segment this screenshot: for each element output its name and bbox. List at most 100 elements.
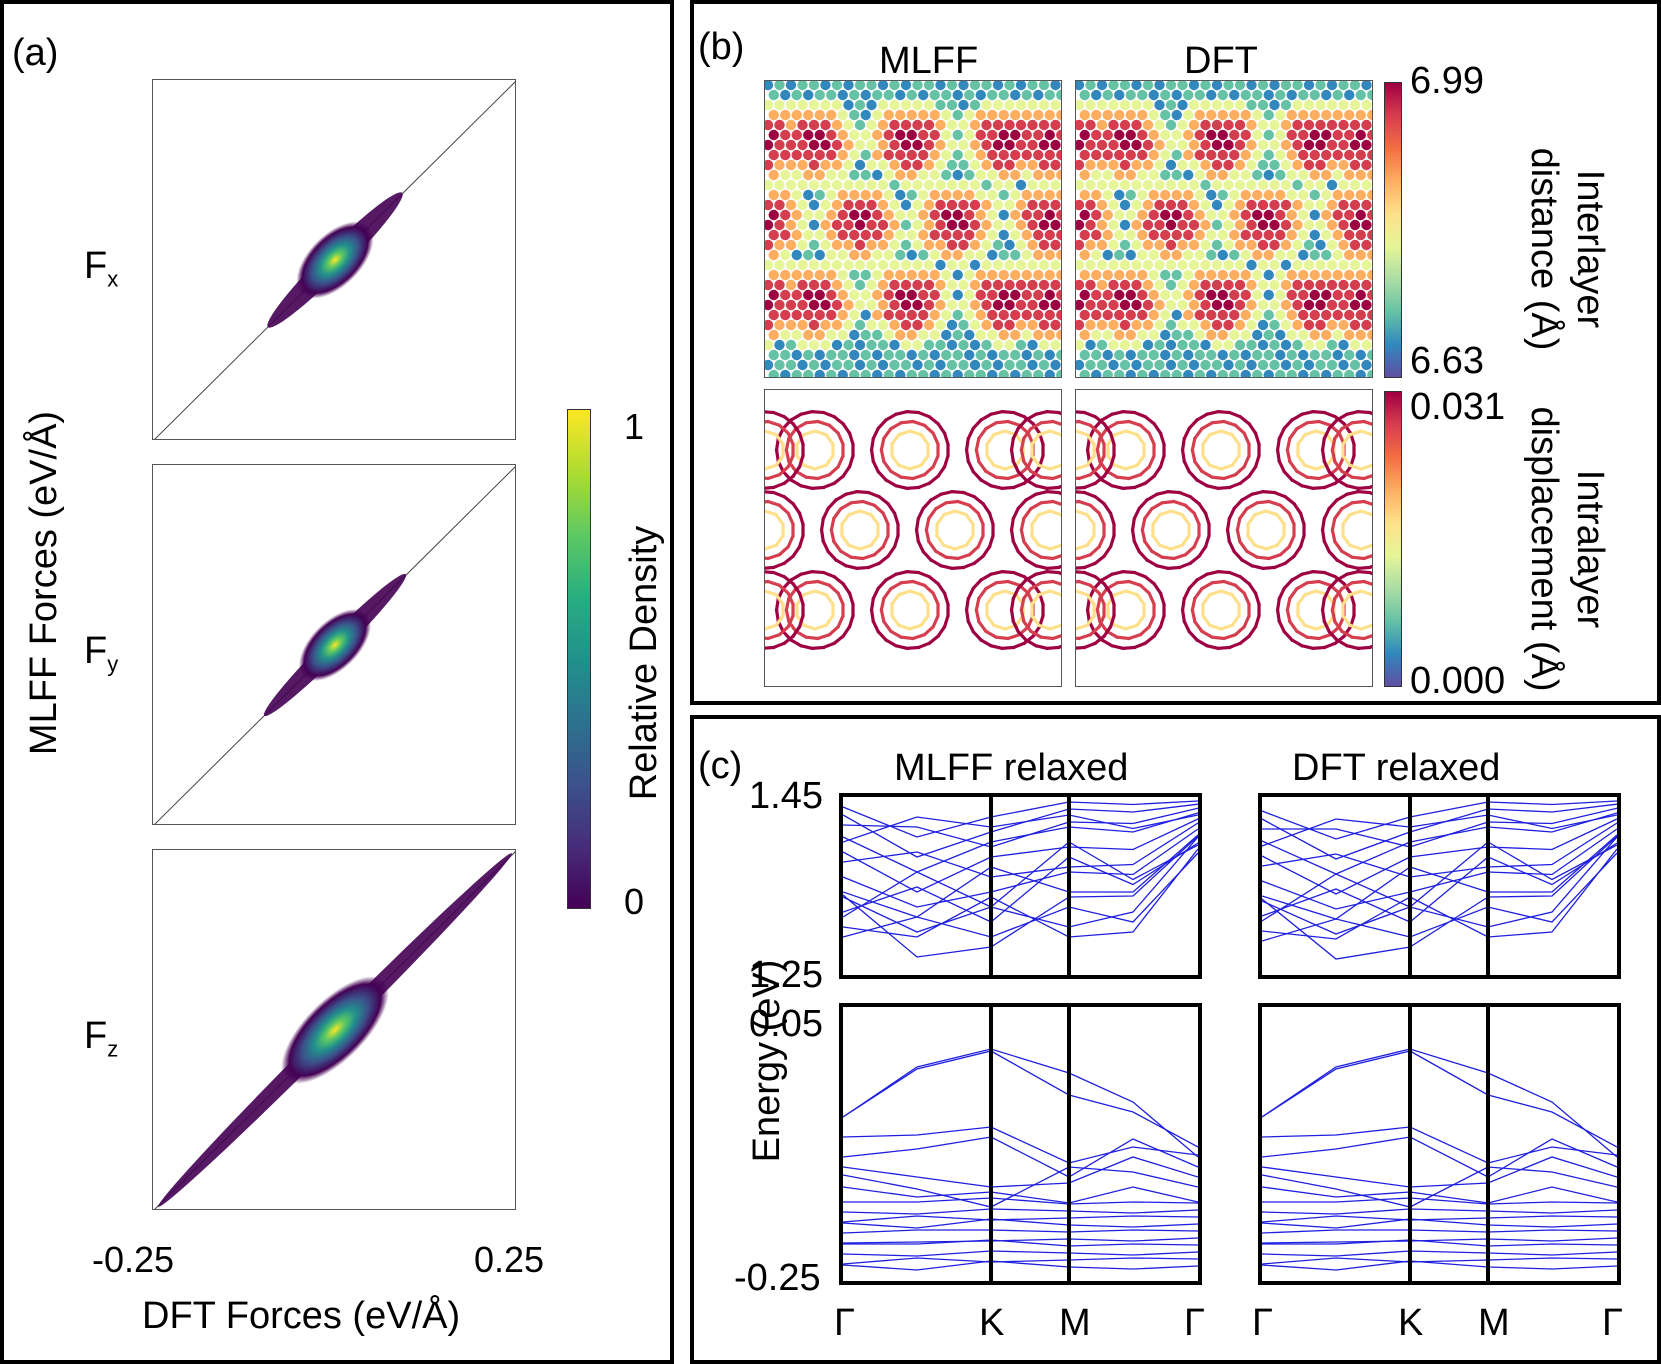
atom-dot: [1211, 139, 1223, 151]
atom-dot: [843, 179, 854, 191]
displacement-arrow: [802, 589, 817, 597]
atom-dot: [1171, 109, 1182, 121]
atom-dot: [785, 139, 797, 151]
displacement-arrow: [1253, 431, 1261, 447]
atom-dot: [900, 299, 912, 311]
atom-dot: [849, 349, 860, 361]
atom-dot: [1076, 339, 1085, 351]
atom-dot: [1367, 129, 1372, 141]
displacement-arrow: [1245, 549, 1259, 559]
atom-dot: [1056, 149, 1061, 161]
displacement-arrow: [944, 555, 960, 561]
displacement-arrow: [786, 454, 795, 469]
displacement-arrow: [1039, 499, 1055, 505]
atom-dot: [1326, 81, 1338, 91]
displacement-arrow: [1242, 591, 1251, 606]
atom-dot: [1160, 289, 1171, 301]
atom-dot: [900, 239, 912, 251]
atom-dot: [797, 179, 808, 191]
atom-dot: [1010, 329, 1021, 341]
atom-dot: [1355, 89, 1366, 101]
atom-dot: [1142, 219, 1154, 231]
displacement-arrow: [1192, 534, 1201, 549]
atom-dot: [998, 229, 1009, 241]
atom-dot: [1148, 89, 1159, 101]
displacement-arrow: [1200, 421, 1214, 431]
displacement-arrow: [1255, 555, 1271, 561]
displacement-arrow: [1169, 543, 1184, 551]
atom-dot: [785, 219, 797, 231]
atom-dot: [1309, 269, 1320, 281]
atom-dot: [1303, 359, 1315, 371]
displacement-arrow: [1190, 608, 1197, 624]
atom-dot: [1367, 289, 1372, 301]
atom-dot: [765, 159, 774, 171]
atom-dot: [1015, 219, 1027, 231]
atom-dot: [969, 279, 981, 291]
displacement-arrow: [1333, 460, 1344, 473]
atom-dot: [1321, 149, 1332, 161]
atom-dot: [854, 239, 866, 251]
atom-dot: [1344, 109, 1355, 121]
displacement-arrow: [1039, 555, 1055, 561]
atom-dot: [1076, 179, 1085, 191]
displacement-arrow: [1210, 419, 1226, 425]
atom-dot: [1010, 189, 1021, 201]
displacement-arrow: [1296, 454, 1307, 468]
atom-dot: [1165, 359, 1177, 371]
atom-dot: [1298, 129, 1309, 141]
interlayer-svg-mlff: [765, 81, 1061, 377]
atom-dot: [1223, 239, 1234, 251]
atom-dot: [820, 199, 831, 211]
atom-dot: [987, 89, 998, 101]
displacement-arrow: [1030, 454, 1041, 468]
atom-dot: [1257, 99, 1269, 111]
atom-dot: [877, 339, 889, 351]
displacement-arrow: [987, 511, 995, 527]
atom-dot: [774, 199, 785, 211]
atom-dot: [1154, 119, 1165, 131]
atom-dot: [998, 249, 1009, 261]
atom-dot: [1183, 169, 1194, 181]
atom-dot: [883, 229, 894, 241]
displacement-arrow: [827, 465, 840, 477]
atom-dot: [1148, 149, 1159, 161]
atom-dot: [1240, 209, 1251, 221]
atom-dot: [797, 299, 808, 311]
atom-dot: [906, 89, 917, 101]
atom-dot: [1050, 319, 1061, 331]
atom-dot: [1280, 339, 1292, 351]
displacement-arrow: [1029, 581, 1043, 591]
displacement-arrow: [1076, 579, 1081, 584]
atom-dot: [1211, 279, 1223, 291]
atom-dot: [1050, 179, 1061, 191]
atom-dot: [1200, 279, 1211, 291]
parity-plot-fx: [152, 79, 516, 440]
atom-dot: [866, 279, 877, 291]
atom-dot: [1344, 229, 1355, 241]
displacement-arrow: [911, 633, 926, 641]
atom-dot: [1079, 249, 1090, 261]
atom-dot: [958, 199, 969, 211]
atom-dot: [1234, 319, 1246, 331]
atom-dot: [1010, 369, 1021, 377]
atom-dot: [1349, 99, 1361, 111]
atom-dot: [1229, 369, 1240, 377]
displacement-arrow: [1048, 623, 1061, 631]
atom-dot: [900, 219, 912, 231]
atom-dot: [1050, 279, 1061, 291]
parity-plot-fy: [152, 464, 516, 825]
atom-dot: [1206, 169, 1217, 181]
atom-dot: [1119, 299, 1131, 311]
atom-dot: [1263, 269, 1274, 281]
atom-dot: [1108, 279, 1119, 291]
atom-dot: [1194, 309, 1205, 321]
atom-dot: [808, 279, 820, 291]
displacement-arrow: [1348, 623, 1363, 631]
atom-dot: [814, 109, 825, 121]
atom-dot: [1027, 299, 1038, 311]
atom-dot: [785, 279, 797, 291]
atom-dot: [906, 289, 917, 301]
atom-dot: [1076, 219, 1085, 231]
atom-dot: [1292, 219, 1303, 231]
